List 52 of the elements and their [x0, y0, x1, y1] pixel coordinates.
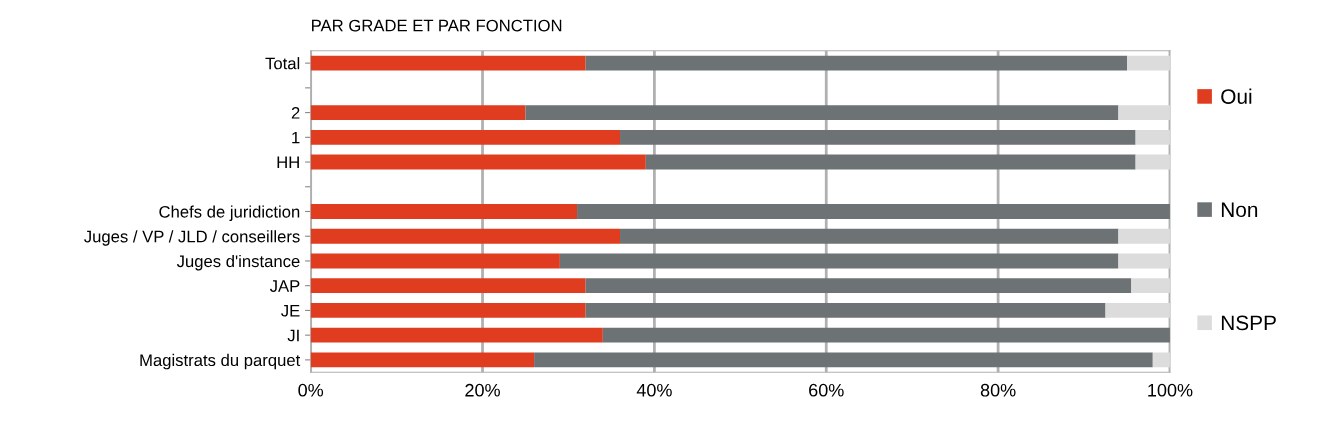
bar [534, 352, 1153, 368]
y-tick-label: 2 [291, 106, 300, 119]
bar [620, 228, 1119, 244]
y-tick-label: Juges / VP / JLD / conseillers [84, 230, 300, 246]
bar [310, 154, 646, 170]
bar [310, 327, 603, 343]
y-tick-label: Magistrats du parquet [140, 353, 301, 370]
legend-label: Non [1221, 202, 1258, 218]
bar [310, 352, 535, 368]
chart-title: PAR GRADE ET PAR FONCTION [312, 19, 562, 32]
bar [525, 105, 1119, 120]
bar [310, 278, 586, 294]
bar [1152, 352, 1170, 368]
x-tick-label: 0% [298, 383, 324, 397]
bar [1118, 105, 1170, 120]
bar [310, 303, 586, 318]
bar [1135, 129, 1170, 145]
bar [1118, 228, 1170, 244]
y-tick-label: Total [265, 57, 300, 70]
bar [1127, 55, 1170, 71]
bar [310, 55, 586, 71]
legend-label: Oui [1221, 88, 1252, 104]
bar [620, 129, 1136, 145]
y-tick-label: JI [287, 329, 299, 342]
x-tick-label: 100% [1148, 383, 1193, 397]
bar [585, 55, 1127, 71]
bar [1135, 154, 1170, 170]
bar [310, 253, 560, 269]
legend-label: NSPP [1221, 315, 1276, 331]
bar [310, 228, 621, 244]
bar [310, 204, 578, 219]
bar [559, 253, 1119, 269]
y-tick-label: Juges d'instance [176, 254, 300, 271]
bar [577, 204, 1170, 219]
bar [585, 278, 1132, 294]
x-tick-label: 80% [980, 383, 1016, 397]
x-tick-label: 20% [465, 383, 500, 397]
y-tick-label: HH [277, 156, 299, 169]
y-tick-label: JAP [269, 280, 300, 292]
x-tick-label: 60% [809, 383, 844, 397]
bar [310, 105, 526, 120]
bar [602, 327, 1170, 343]
bar [585, 303, 1106, 318]
bar [310, 129, 621, 145]
bar [645, 154, 1136, 170]
bar [1118, 253, 1170, 269]
bar [1131, 278, 1170, 294]
x-tick-label: 40% [636, 383, 672, 397]
bar [1105, 303, 1170, 318]
y-tick-label: 1 [292, 131, 300, 144]
y-tick-label: Chefs de juridiction [159, 205, 300, 221]
y-tick-label: JE [281, 304, 300, 317]
